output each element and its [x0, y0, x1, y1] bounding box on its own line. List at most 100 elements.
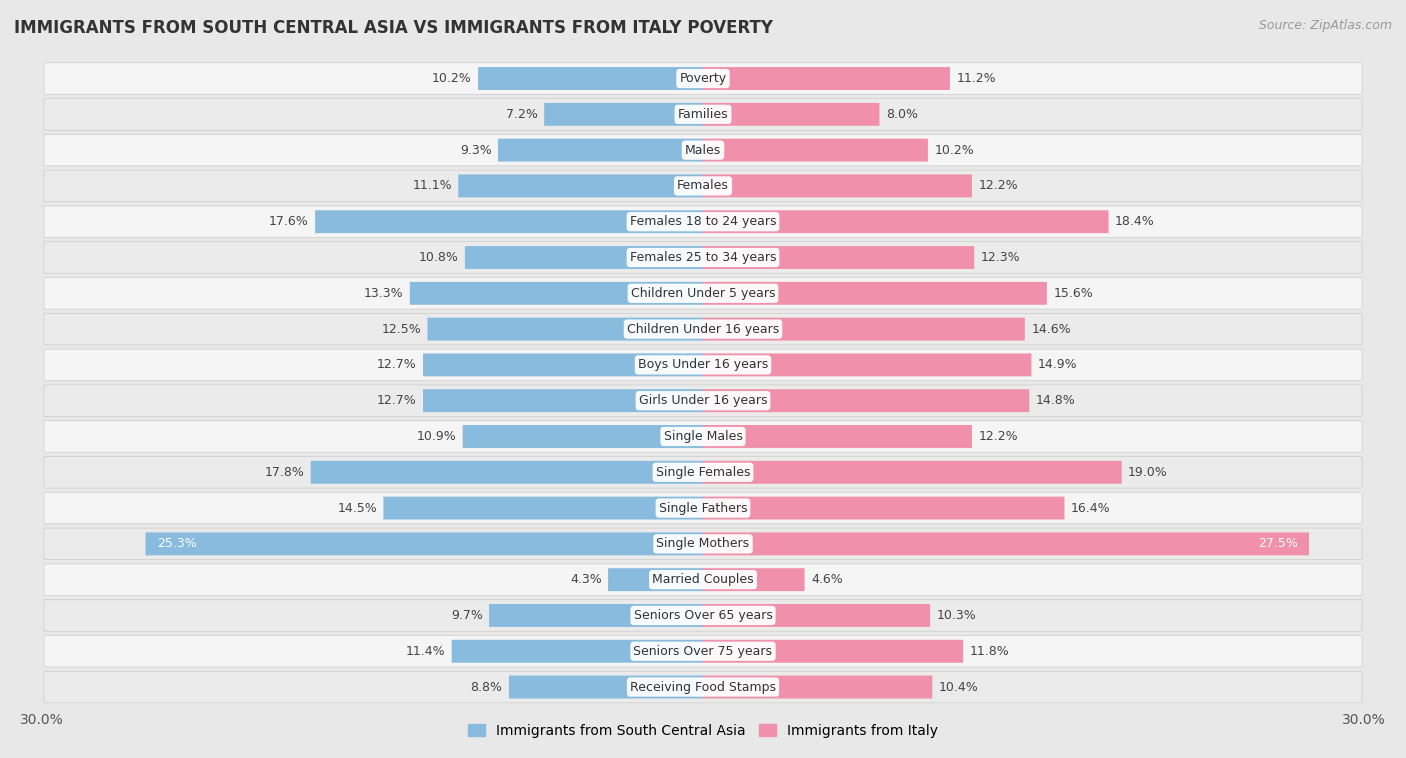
FancyBboxPatch shape: [315, 210, 703, 233]
Text: 12.3%: 12.3%: [980, 251, 1021, 264]
Text: 14.8%: 14.8%: [1036, 394, 1076, 407]
FancyBboxPatch shape: [703, 246, 974, 269]
Text: Married Couples: Married Couples: [652, 573, 754, 586]
FancyBboxPatch shape: [384, 496, 703, 519]
Text: 19.0%: 19.0%: [1128, 465, 1168, 479]
Text: Males: Males: [685, 143, 721, 157]
Text: 8.0%: 8.0%: [886, 108, 918, 121]
Text: 9.7%: 9.7%: [451, 609, 482, 622]
FancyBboxPatch shape: [703, 353, 1032, 377]
FancyBboxPatch shape: [703, 174, 972, 197]
FancyBboxPatch shape: [311, 461, 703, 484]
FancyBboxPatch shape: [423, 353, 703, 377]
Text: Females 18 to 24 years: Females 18 to 24 years: [630, 215, 776, 228]
FancyBboxPatch shape: [465, 246, 703, 269]
Text: 10.4%: 10.4%: [939, 681, 979, 694]
FancyBboxPatch shape: [703, 568, 804, 591]
Text: 10.3%: 10.3%: [936, 609, 976, 622]
FancyBboxPatch shape: [607, 568, 703, 591]
Text: 13.3%: 13.3%: [364, 287, 404, 300]
FancyBboxPatch shape: [703, 640, 963, 662]
FancyBboxPatch shape: [44, 242, 1362, 274]
Text: 11.1%: 11.1%: [412, 180, 451, 193]
Text: Females: Females: [678, 180, 728, 193]
Text: 14.6%: 14.6%: [1031, 323, 1071, 336]
FancyBboxPatch shape: [703, 604, 931, 627]
FancyBboxPatch shape: [44, 99, 1362, 130]
FancyBboxPatch shape: [703, 675, 932, 699]
Text: 17.8%: 17.8%: [264, 465, 304, 479]
FancyBboxPatch shape: [44, 63, 1362, 94]
FancyBboxPatch shape: [489, 604, 703, 627]
FancyBboxPatch shape: [44, 349, 1362, 381]
Text: IMMIGRANTS FROM SOUTH CENTRAL ASIA VS IMMIGRANTS FROM ITALY POVERTY: IMMIGRANTS FROM SOUTH CENTRAL ASIA VS IM…: [14, 19, 773, 37]
Text: Single Mothers: Single Mothers: [657, 537, 749, 550]
Text: Single Males: Single Males: [664, 430, 742, 443]
FancyBboxPatch shape: [44, 493, 1362, 524]
FancyBboxPatch shape: [451, 640, 703, 662]
FancyBboxPatch shape: [44, 564, 1362, 596]
Text: Females 25 to 34 years: Females 25 to 34 years: [630, 251, 776, 264]
FancyBboxPatch shape: [703, 67, 950, 90]
Text: Girls Under 16 years: Girls Under 16 years: [638, 394, 768, 407]
Text: 14.5%: 14.5%: [337, 502, 377, 515]
Text: 10.8%: 10.8%: [419, 251, 458, 264]
FancyBboxPatch shape: [44, 206, 1362, 237]
Text: 12.2%: 12.2%: [979, 430, 1018, 443]
FancyBboxPatch shape: [478, 67, 703, 90]
Text: Poverty: Poverty: [679, 72, 727, 85]
FancyBboxPatch shape: [409, 282, 703, 305]
Text: 11.2%: 11.2%: [956, 72, 995, 85]
Text: Source: ZipAtlas.com: Source: ZipAtlas.com: [1258, 19, 1392, 32]
Text: 25.3%: 25.3%: [156, 537, 197, 550]
FancyBboxPatch shape: [423, 390, 703, 412]
FancyBboxPatch shape: [44, 134, 1362, 166]
FancyBboxPatch shape: [703, 139, 928, 161]
FancyBboxPatch shape: [427, 318, 703, 340]
Text: Boys Under 16 years: Boys Under 16 years: [638, 359, 768, 371]
Text: 16.4%: 16.4%: [1071, 502, 1111, 515]
FancyBboxPatch shape: [544, 103, 703, 126]
Text: 11.4%: 11.4%: [406, 645, 446, 658]
FancyBboxPatch shape: [44, 456, 1362, 488]
FancyBboxPatch shape: [44, 171, 1362, 202]
Text: 10.2%: 10.2%: [934, 143, 974, 157]
Text: Single Fathers: Single Fathers: [659, 502, 747, 515]
FancyBboxPatch shape: [44, 672, 1362, 703]
FancyBboxPatch shape: [44, 385, 1362, 416]
Text: 8.8%: 8.8%: [471, 681, 502, 694]
Text: 27.5%: 27.5%: [1258, 537, 1298, 550]
FancyBboxPatch shape: [703, 425, 972, 448]
FancyBboxPatch shape: [458, 174, 703, 197]
Text: 15.6%: 15.6%: [1053, 287, 1092, 300]
FancyBboxPatch shape: [703, 318, 1025, 340]
FancyBboxPatch shape: [44, 421, 1362, 453]
Text: 10.2%: 10.2%: [432, 72, 471, 85]
Text: Seniors Over 65 years: Seniors Over 65 years: [634, 609, 772, 622]
Text: 12.5%: 12.5%: [381, 323, 420, 336]
FancyBboxPatch shape: [703, 103, 879, 126]
FancyBboxPatch shape: [463, 425, 703, 448]
FancyBboxPatch shape: [498, 139, 703, 161]
FancyBboxPatch shape: [703, 390, 1029, 412]
FancyBboxPatch shape: [703, 282, 1047, 305]
FancyBboxPatch shape: [44, 313, 1362, 345]
Legend: Immigrants from South Central Asia, Immigrants from Italy: Immigrants from South Central Asia, Immi…: [463, 718, 943, 743]
FancyBboxPatch shape: [44, 600, 1362, 631]
FancyBboxPatch shape: [703, 532, 1309, 556]
FancyBboxPatch shape: [44, 277, 1362, 309]
FancyBboxPatch shape: [509, 675, 703, 699]
Text: 4.6%: 4.6%: [811, 573, 842, 586]
Text: Single Females: Single Females: [655, 465, 751, 479]
Text: Families: Families: [678, 108, 728, 121]
Text: 4.3%: 4.3%: [569, 573, 602, 586]
FancyBboxPatch shape: [44, 528, 1362, 559]
Text: 14.9%: 14.9%: [1038, 359, 1077, 371]
Text: Children Under 5 years: Children Under 5 years: [631, 287, 775, 300]
FancyBboxPatch shape: [145, 532, 703, 556]
FancyBboxPatch shape: [703, 461, 1122, 484]
Text: 17.6%: 17.6%: [269, 215, 309, 228]
Text: 12.2%: 12.2%: [979, 180, 1018, 193]
Text: 18.4%: 18.4%: [1115, 215, 1154, 228]
Text: 12.7%: 12.7%: [377, 359, 416, 371]
